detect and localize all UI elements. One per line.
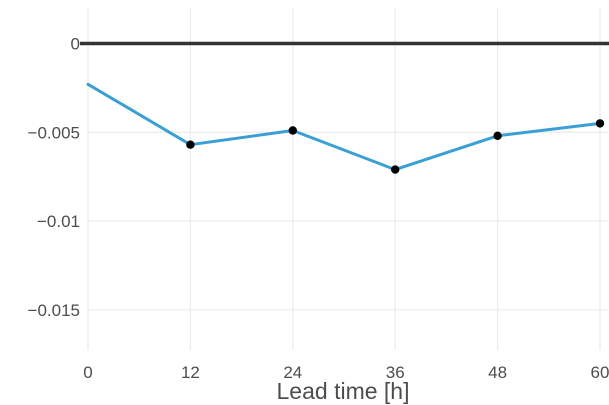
data-point — [391, 165, 400, 174]
y-tick-label: −0.005 — [28, 123, 80, 142]
data-point — [595, 119, 605, 128]
series-line — [86, 82, 602, 172]
gridlines — [87, 8, 608, 350]
data-point — [288, 126, 297, 135]
y-tick-label: −0.01 — [37, 212, 80, 231]
data-point — [493, 131, 502, 141]
x-axis-title: Lead time [h] — [277, 378, 410, 404]
y-axis-ticks: 0 −0.005 −0.01 −0.015 — [28, 35, 80, 320]
y-tick-label: 0 — [71, 35, 80, 54]
x-tick-label: 48 — [488, 363, 507, 382]
y-tick-label: −0.015 — [28, 301, 80, 320]
x-tick-label: 24 — [283, 363, 302, 382]
x-tick-label: 12 — [181, 363, 200, 382]
x-tick-label: 36 — [386, 363, 405, 382]
x-axis-ticks: 0 12 24 36 48 60 — [83, 363, 609, 382]
x-tick-label: 60 — [591, 363, 609, 382]
data-point — [186, 140, 195, 149]
series-group — [86, 82, 605, 174]
x-tick-label: 0 — [83, 363, 92, 382]
